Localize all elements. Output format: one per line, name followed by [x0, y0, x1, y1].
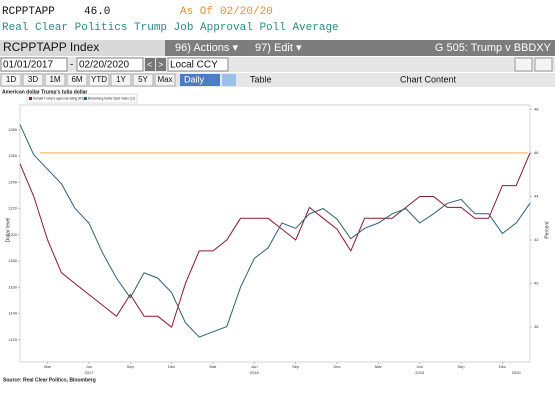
y-tick-label: 1120 — [8, 337, 17, 342]
redo-button[interactable] — [534, 57, 553, 72]
legend-label: Bloomberg Dollar Spot Index (L1) — [88, 96, 135, 100]
year-label: 2018 — [250, 370, 260, 375]
y-tick-label: 1220 — [8, 206, 18, 211]
start-date[interactable]: 01/01/2017 — [3, 60, 53, 71]
plot-frame — [19, 104, 531, 363]
x-tick-label: Mar — [210, 364, 218, 369]
period-label[interactable]: 6M — [71, 75, 82, 84]
y2-tick-label: 40 — [534, 281, 539, 286]
x-tick-label: Jun — [417, 364, 423, 369]
x-tick-label: Mar — [44, 364, 52, 369]
y2-tick-label: 38 — [534, 324, 539, 329]
period-buttons: 1D 3D 1M 6M YTD 1Y 5Y Max — [0, 73, 176, 87]
as-of-label: As Of — [180, 6, 213, 18]
legend-label: Donald Trump's approval rating (R1) — [33, 96, 84, 100]
y-tick-label: 1240 — [8, 179, 18, 184]
end-date-box[interactable] — [76, 57, 144, 72]
as-of-date: 02/20/20 — [220, 6, 273, 18]
table-button[interactable]: Table — [250, 74, 272, 84]
frequency[interactable]: Daily — [184, 74, 205, 84]
security-box — [0, 40, 165, 56]
year-label: 2019 — [415, 370, 425, 375]
x-tick-label: Dec — [168, 364, 175, 369]
undo-button[interactable] — [514, 57, 533, 72]
legend-box — [26, 93, 138, 104]
currency-box[interactable] — [167, 57, 229, 72]
y2-tick-label: 44 — [534, 194, 539, 199]
frequency-box[interactable] — [180, 74, 220, 86]
period-button[interactable] — [132, 73, 154, 87]
security: RCPPTAPP Index — [3, 40, 99, 54]
series-line — [19, 124, 531, 338]
y-tick-label: 1180 — [8, 258, 17, 263]
next-icon[interactable]: > — [158, 59, 163, 69]
x-tick-label: Sep — [458, 364, 466, 369]
y2-axis-label: Percent — [544, 221, 550, 239]
start-date-box[interactable] — [0, 57, 68, 72]
currency[interactable]: Local CCY — [170, 60, 218, 71]
period-button[interactable] — [66, 73, 88, 87]
y-axis-label: Dollar level — [5, 218, 11, 243]
y-tick-label: 1260 — [8, 153, 18, 158]
legend-swatch — [29, 97, 32, 100]
prev-icon[interactable]: < — [147, 59, 152, 69]
period-label[interactable]: 5Y — [138, 75, 148, 84]
x-tick-label: Dec — [333, 364, 340, 369]
y-tick-label: 1140 — [8, 311, 17, 316]
blank-box[interactable] — [222, 74, 236, 86]
period-label[interactable]: 1D — [6, 75, 16, 84]
description: Real Clear Politics Trump Job Approval P… — [2, 22, 339, 34]
period-button[interactable] — [0, 73, 22, 87]
source: Source: Real Clear Politics, Bloomberg — [3, 377, 96, 383]
last-value: 46.0 — [84, 6, 110, 18]
legend-swatch — [84, 97, 87, 100]
x-tick-label: Sep — [292, 364, 300, 369]
period-button[interactable] — [88, 73, 110, 87]
y2-tick-label: 46 — [534, 150, 539, 155]
period-label[interactable]: 1Y — [116, 75, 126, 84]
actions-menu[interactable]: 96) Actions ▾ — [175, 42, 238, 54]
year-label: 2020 — [512, 370, 522, 375]
ticker: RCPPTAPP — [2, 6, 55, 18]
x-tick-label: Dec — [499, 364, 506, 369]
y2-tick-label: 48 — [534, 106, 539, 111]
y-tick-label: 1280 — [8, 127, 18, 132]
end-date[interactable]: 02/20/2020 — [79, 60, 129, 71]
x-tick-label: Jun — [86, 364, 92, 369]
year-label: 2017 — [84, 370, 94, 375]
period-button[interactable] — [154, 73, 176, 87]
y2-tick-label: 42 — [534, 237, 539, 242]
x-tick-label: Sep — [127, 364, 135, 369]
chart-title: American dollar Trump's tulip dollar — [2, 89, 87, 95]
period-label[interactable]: Max — [157, 75, 172, 84]
chart-content-button[interactable]: Chart Content — [400, 74, 457, 84]
prev-button[interactable] — [145, 58, 155, 71]
x-tick-label: Mar — [375, 364, 383, 369]
period-label[interactable]: YTD — [91, 75, 107, 84]
date-dash: - — [70, 60, 73, 71]
period-button[interactable] — [44, 73, 66, 87]
edit-menu[interactable]: 97) Edit ▾ — [255, 42, 302, 54]
period-button[interactable] — [110, 73, 132, 87]
y-tick-label: 1160 — [8, 284, 17, 289]
x-tick-label: Jun — [251, 364, 257, 369]
period-button[interactable] — [22, 73, 44, 87]
y-tick-label: 1200 — [8, 232, 18, 237]
next-button[interactable] — [156, 58, 166, 71]
chart-name: G 505: Trump v BBDXY — [435, 42, 552, 54]
period-label[interactable]: 3D — [28, 75, 38, 84]
period-label[interactable]: 1M — [49, 75, 60, 84]
